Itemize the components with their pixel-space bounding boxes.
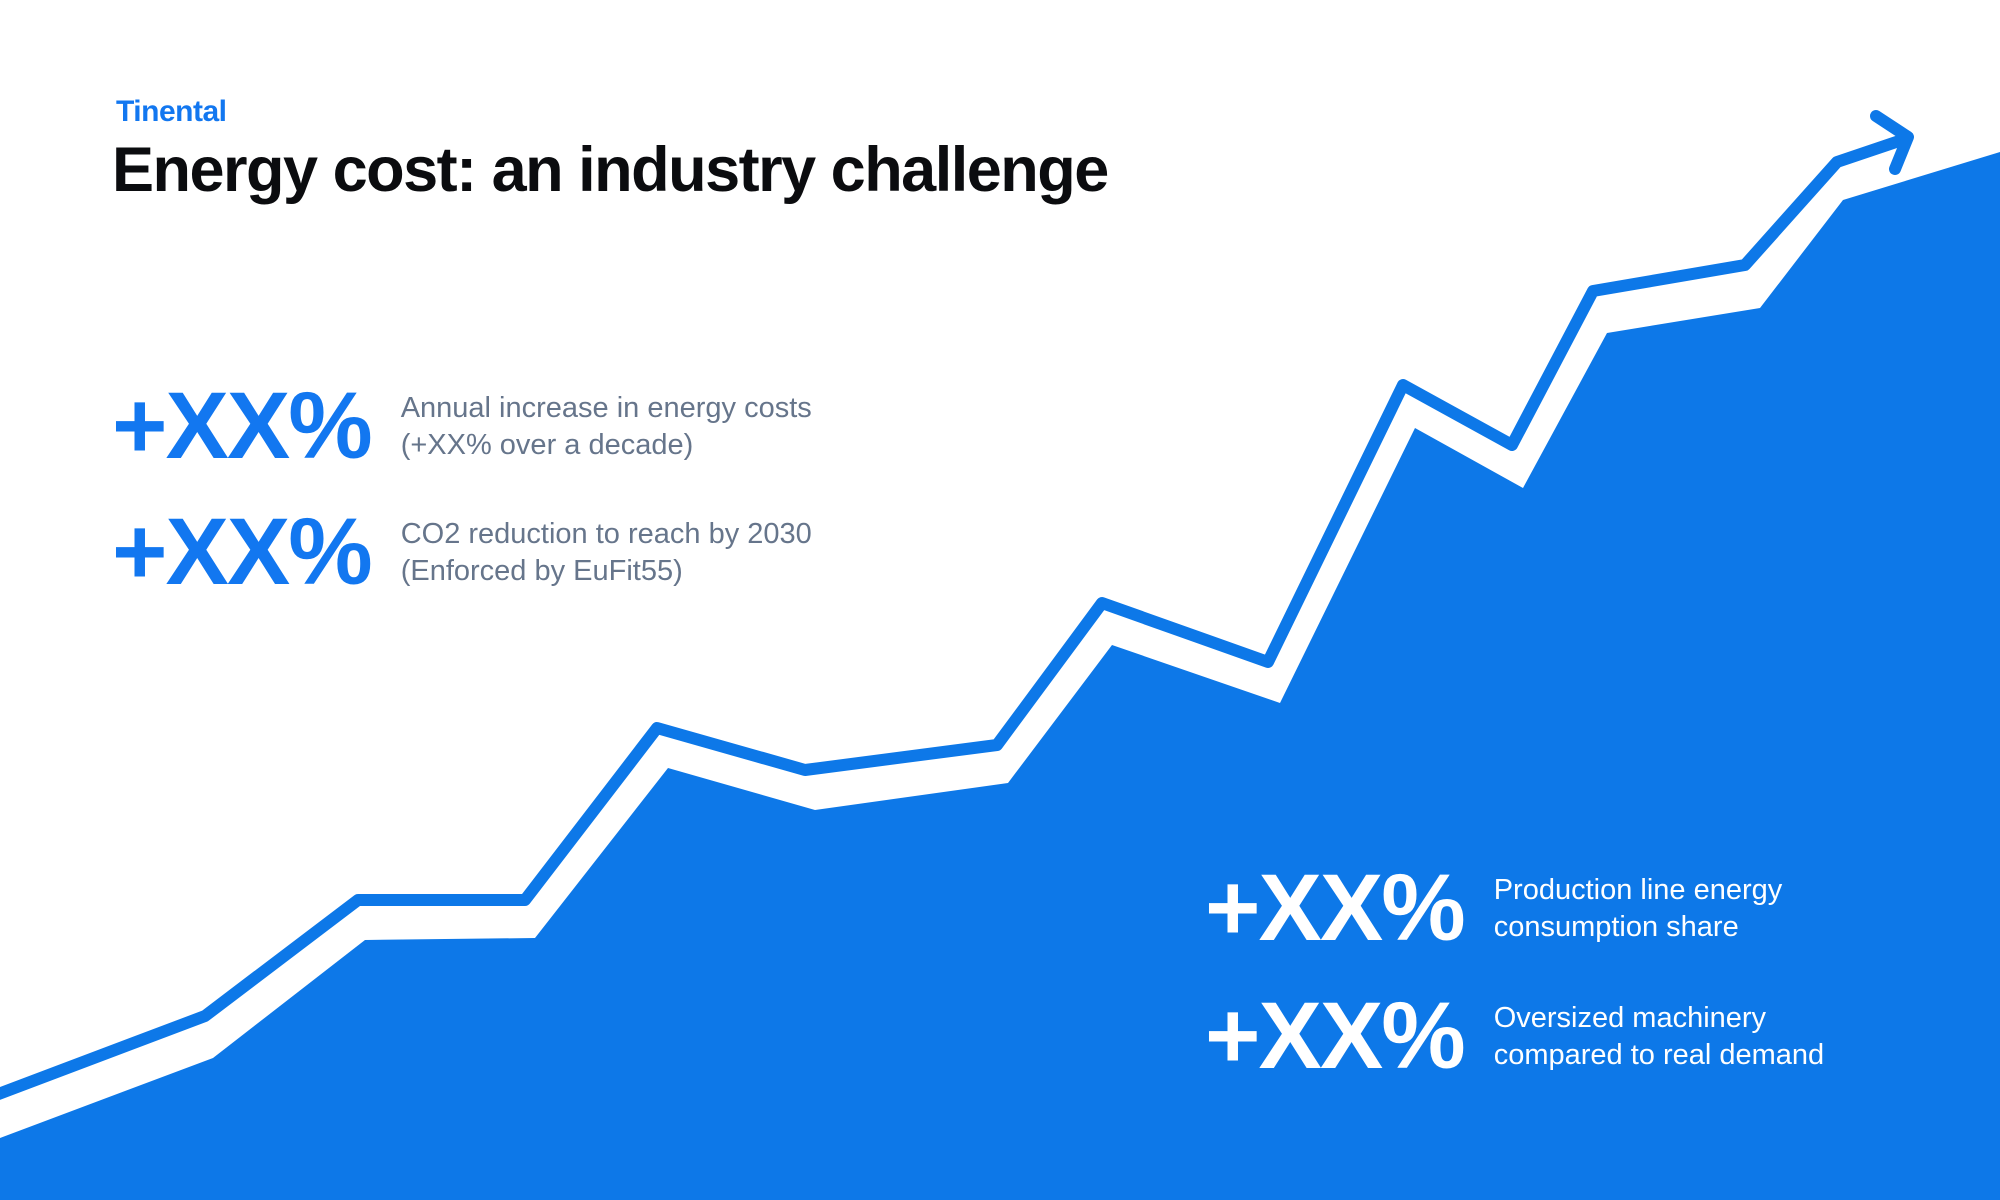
stat-value: +XX%	[112, 373, 373, 479]
stat-description-line2: (Enforced by EuFit55)	[400, 554, 683, 587]
stat-value: +XX%	[112, 499, 373, 605]
stat-description-line2: compared to real demand	[1493, 1038, 1825, 1071]
stat-description-line1: Production line energy	[1493, 873, 1783, 906]
trend-line	[0, 133, 1911, 1100]
stat-description-line2: (+XX% over a decade)	[400, 428, 694, 461]
stat-oversized-machinery: +XX% Oversized machinery compared to rea…	[1205, 989, 1824, 1084]
stat-description: CO2 reduction to reach by 2030 (Enforced…	[401, 516, 812, 590]
stat-description: Annual increase in energy costs (+XX% ov…	[401, 390, 812, 464]
stat-production-line-consumption: +XX% Production line energy consumption …	[1205, 861, 1782, 956]
trend-area	[0, 152, 2000, 1200]
stat-description-line1: CO2 reduction to reach by 2030	[400, 517, 812, 550]
stat-value: +XX%	[1205, 983, 1466, 1089]
trend-arrowhead-icon	[1870, 110, 1914, 175]
stat-description-line2: consumption share	[1493, 910, 1739, 943]
stat-description: Oversized machinery compared to real dem…	[1494, 1000, 1824, 1074]
stat-description: Production line energy consumption share	[1494, 872, 1783, 946]
brand-logo: Tinental	[116, 95, 227, 128]
stat-description-line1: Annual increase in energy costs	[400, 391, 812, 424]
stat-annual-energy-cost-increase: +XX% Annual increase in energy costs (+X…	[112, 379, 812, 474]
stat-co2-reduction: +XX% CO2 reduction to reach by 2030 (Enf…	[112, 505, 812, 600]
stat-description-line1: Oversized machinery	[1493, 1001, 1767, 1034]
stat-value: +XX%	[1205, 855, 1466, 961]
page-title: Energy cost: an industry challenge	[112, 135, 1109, 205]
